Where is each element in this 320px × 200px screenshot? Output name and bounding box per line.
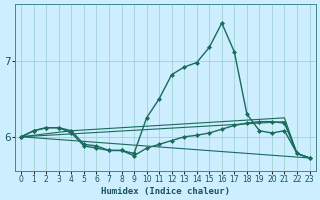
X-axis label: Humidex (Indice chaleur): Humidex (Indice chaleur): [101, 187, 230, 196]
